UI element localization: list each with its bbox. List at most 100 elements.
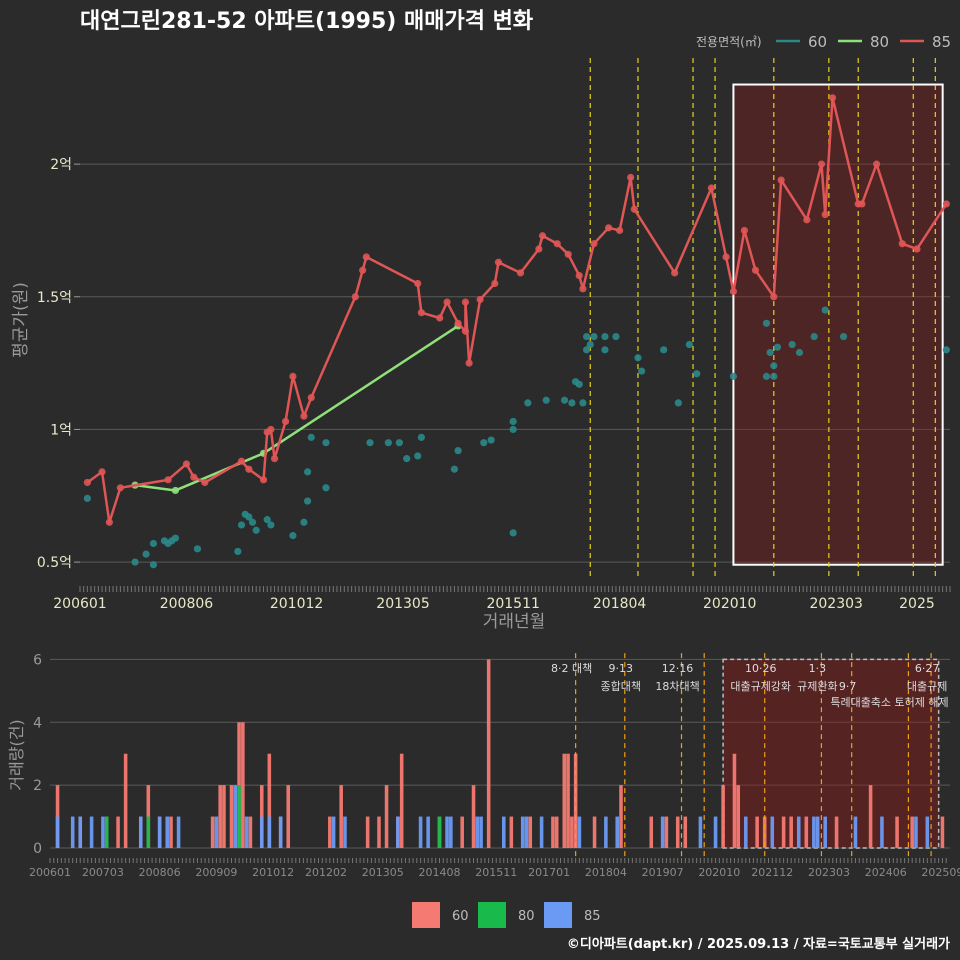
point-60 [693,370,701,378]
legend-label-80: 80 [870,33,889,51]
point-60 [590,332,598,341]
bottom-legend: 60 80 85 [412,902,601,928]
point-85 [564,250,572,258]
point-85 [516,269,525,277]
point-60 [773,343,782,351]
point-60 [307,433,315,441]
volume-bar-60 [570,816,574,848]
volume-x-tick-label: 201408 [418,866,460,879]
point-60 [788,340,796,349]
point-85 [828,94,837,102]
point-85 [417,309,425,317]
y-tick-label: 2억 [50,157,72,173]
point-60 [762,372,771,380]
x-tick-label: 200806 [160,596,214,612]
volume-x-tick-label: 200601 [29,866,71,879]
series-line-85 [86,96,948,524]
point-85 [164,476,172,484]
policy-date-label: 1·3 [809,662,827,675]
volume-y-tick-label: 0 [33,841,42,857]
x-tick-label: 201305 [376,596,429,612]
point-60 [579,399,587,407]
volume-bar-60 [804,816,809,848]
volume-highlight-box [722,658,940,849]
legend-title: 전용면적(㎡) [696,35,762,49]
volume-bar-85 [418,816,423,848]
point-60 [586,340,594,349]
point-85 [605,224,613,232]
point-85 [259,476,268,484]
point-85 [491,279,499,288]
point-60 [300,518,308,526]
point-85 [237,457,246,465]
volume-bar-85 [55,816,60,848]
volume-x-tick-label: 202112 [751,866,793,879]
volume-bar-85 [89,816,94,848]
volume-bar-60 [399,753,404,848]
volume-x-tick-label: 202509 [921,866,960,879]
x-tick-label: 201012 [270,596,323,612]
point-60 [303,497,312,505]
volume-bar-85 [770,816,775,848]
volume-bar-60 [732,753,737,848]
point-85 [182,460,191,468]
policy-name-label: 대출규제 [907,680,947,693]
point-60 [729,372,738,380]
point-85 [777,176,785,184]
top-legend: 60 80 85 [776,33,951,51]
volume-x-tick-label: 202303 [808,866,850,879]
legend-swatch-bar-80 [478,902,506,928]
point-85 [872,160,881,168]
point-60 [524,399,532,407]
legend-label-bar-80: 80 [518,909,535,924]
point-60 [414,452,422,460]
volume-bar-85 [577,816,582,848]
point-85 [671,269,679,277]
volume-bar-60 [940,816,945,848]
volume-bar-80 [146,816,151,848]
volume-bar-85 [475,816,480,848]
point-85 [494,258,503,266]
point-85 [817,160,826,168]
point-85 [461,298,470,306]
volume-bar-60 [895,816,899,848]
volume-bar-85 [914,816,918,848]
volume-bar-85 [259,816,264,848]
point-85 [105,518,113,526]
volume-bar-85 [426,816,430,848]
point-85 [281,417,290,426]
point-80 [171,486,180,495]
point-85 [190,473,198,481]
volume-bar-60 [241,722,245,848]
volume-y-tick-label: 2 [33,778,42,794]
policy-name-label: 대출규제강화 [730,680,791,693]
volume-bar-85 [604,816,608,848]
point-60 [450,465,459,473]
volume-x-tick-label: 200909 [195,866,237,879]
volume-bar-85 [233,785,238,848]
point-85 [616,226,624,235]
volume-bar-85 [815,816,820,848]
point-60 [248,518,257,526]
point-85 [898,240,906,248]
point-85 [300,412,308,420]
volume-bar-60 [736,785,741,848]
point-60 [685,340,693,349]
volume-bar-60 [218,785,222,848]
volume-bar-85 [853,816,858,848]
volume-bar-60 [460,816,464,848]
point-85 [707,184,715,192]
point-85 [575,271,583,280]
volume-bar-85 [660,816,665,848]
volume-bar-85 [445,816,449,848]
point-60 [810,332,818,341]
point-85 [722,253,730,261]
point-85 [351,293,359,301]
x-tick-label: 202010 [703,596,756,612]
policy-name-label: 규제완화 [797,680,837,693]
point-60 [171,534,180,542]
point-85 [729,287,738,296]
volume-bar-85 [880,816,884,848]
point-85 [267,425,275,434]
point-85 [770,293,778,301]
